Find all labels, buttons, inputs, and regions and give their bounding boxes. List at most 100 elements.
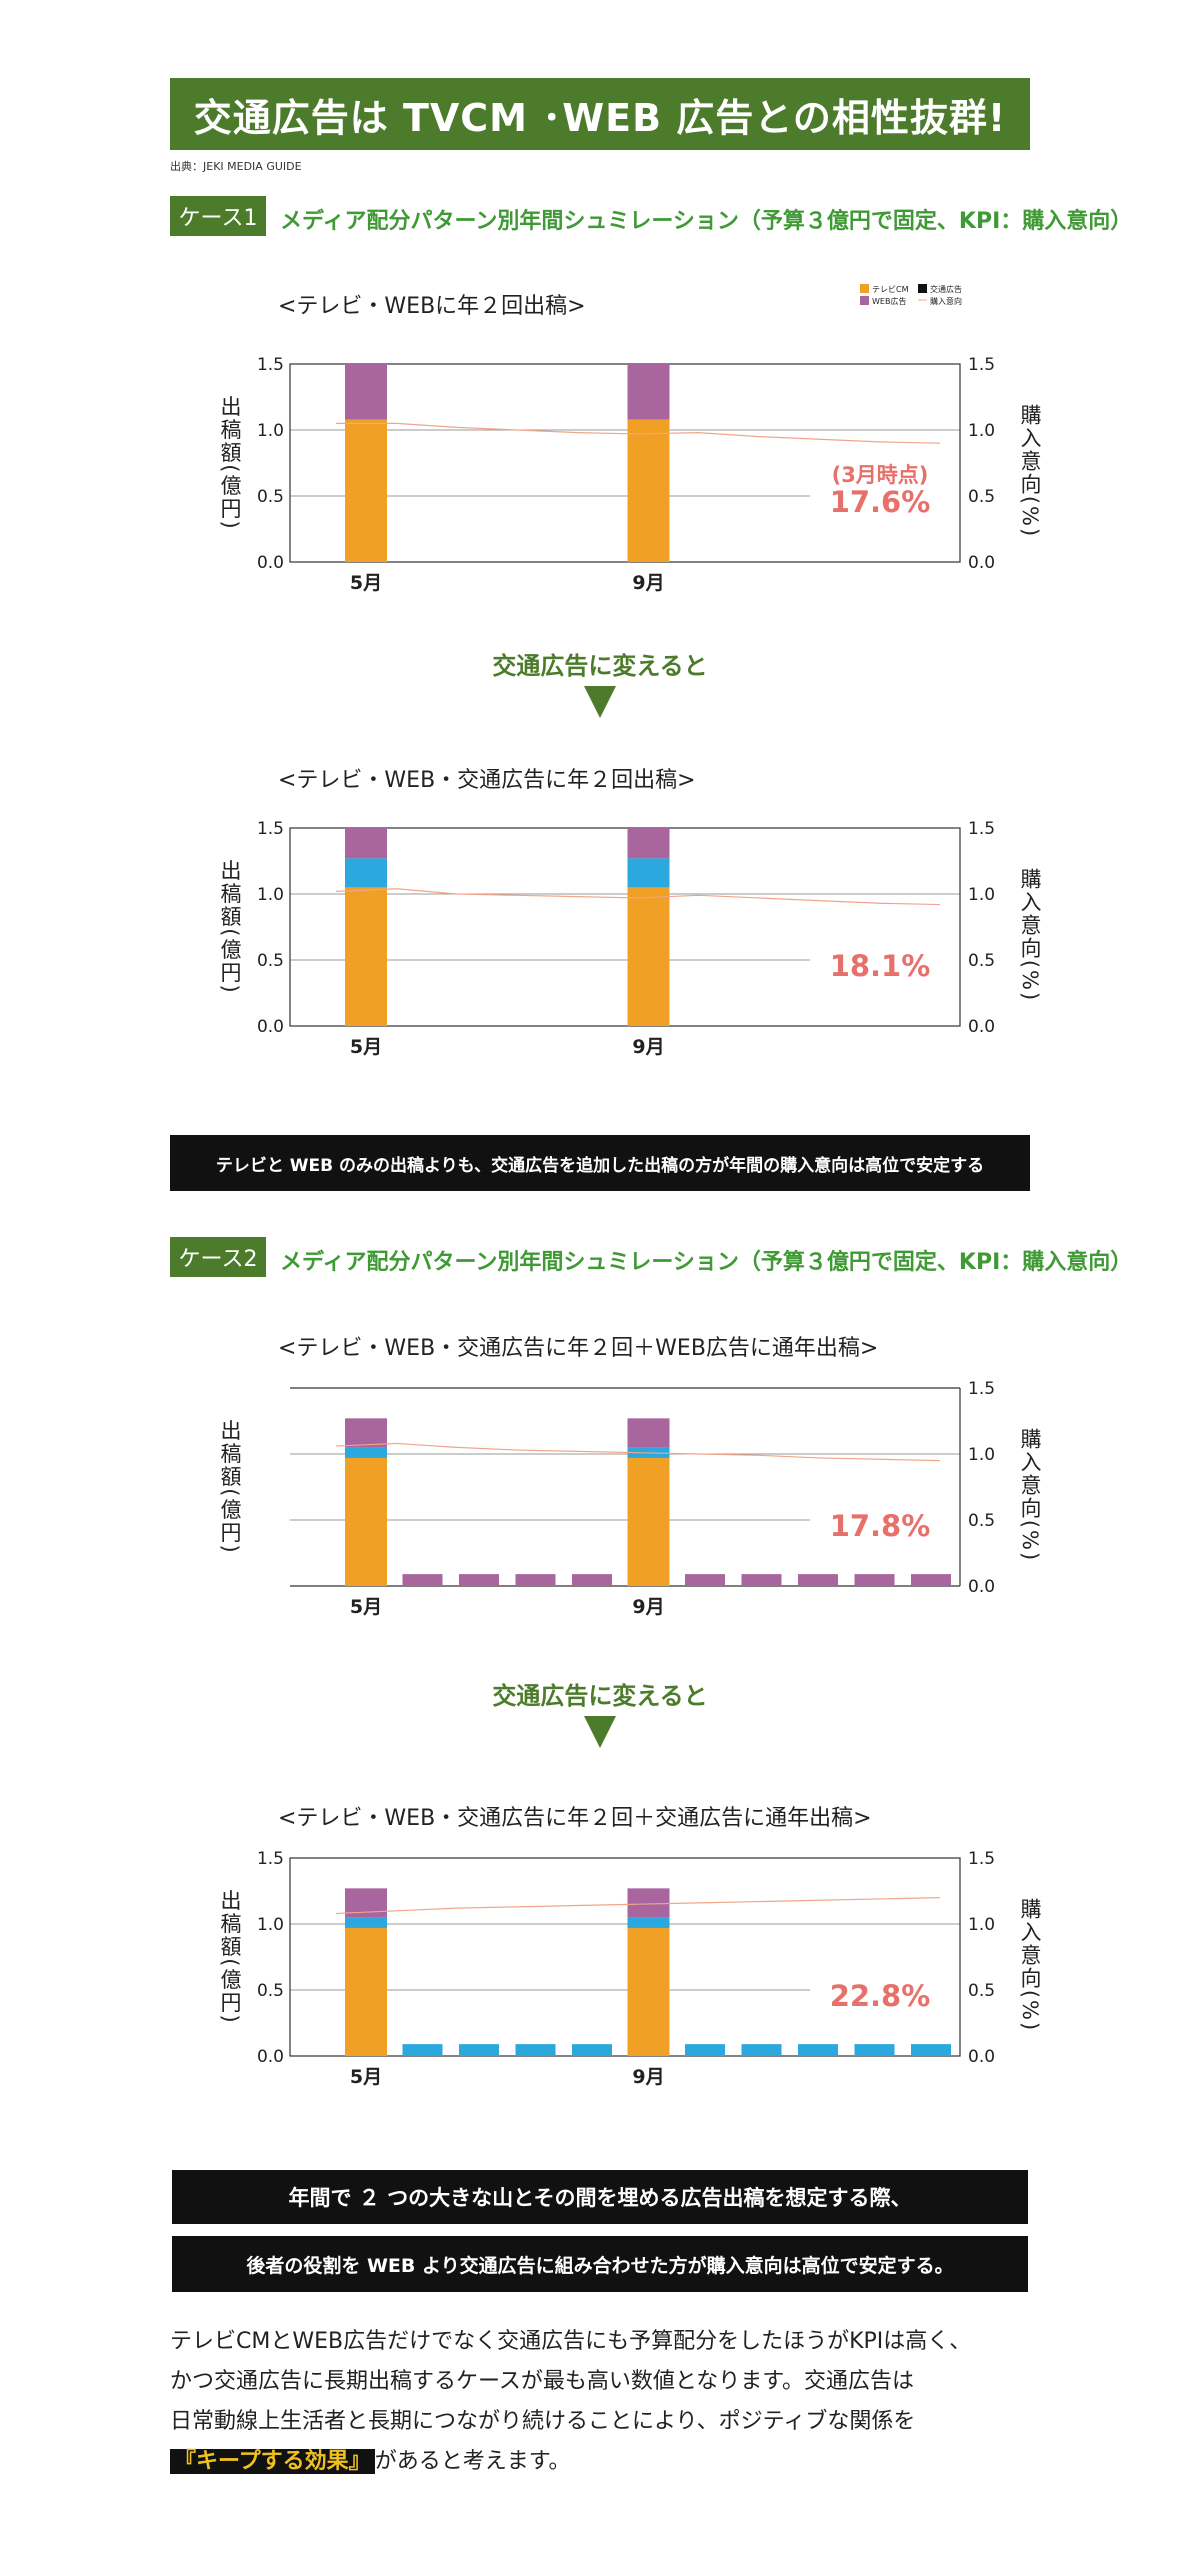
bar-segment (741, 2044, 782, 2056)
y2-tick-label: 0.0 (968, 1017, 995, 1037)
case1-title: メディア配分パターン別年間シュミレーション（予算３億円で固定、KPI：購入意向） (280, 209, 1133, 234)
kpi-annotation: 18.1% (830, 949, 931, 983)
paragraph-tail: があると考えます。 (374, 2449, 571, 2474)
y-axis-title: 出稿額(億円) (218, 859, 242, 994)
y-tick-label: 1.0 (257, 421, 284, 441)
bar-segment (627, 364, 670, 420)
y-tick-label: 1.0 (257, 1915, 284, 1935)
x-label: 9月 (632, 1036, 664, 1058)
bar-segment (627, 1917, 670, 1928)
bar-segment (854, 2044, 895, 2056)
y2-tick-label: 1.5 (968, 1379, 995, 1399)
bar-segment (345, 1917, 387, 1928)
plot-frame (289, 363, 961, 563)
kpi-annotation: 17.8% (830, 1509, 931, 1543)
x-label: 5月 (350, 2066, 382, 2088)
y2-tick-label: 0.5 (968, 1981, 995, 2001)
bar-segment (402, 2044, 443, 2056)
source-note: 出典：JEKI MEDIA GUIDE (170, 160, 302, 173)
bar-segment (345, 858, 387, 888)
bar-segment (515, 1574, 556, 1586)
chart2: 0.0 0.0 0.5 0.5 1.0 1.0 1.5 1.5 5月 9月 出稿額(億円) 購入意向(… (218, 819, 1042, 1058)
paragraph-line: かつ交通広告に長期出稿するケースが最も高い数値となります。交通広告は (170, 2369, 915, 2394)
y-axis-title: 出稿額(億円) (218, 1419, 242, 1554)
chart3: 0.0 0.5 1.0 1.5 5月 9月 出稿額(億円) 購入意向(%) 17.8% (218, 1379, 1042, 1618)
y-axis-title: 出稿額(億円) (218, 1889, 242, 2024)
kpi-annotation: 17.6% (830, 485, 931, 519)
legend-label-tv: テレビCM (872, 285, 909, 294)
y-axis-title: 出稿額(億円) (218, 395, 242, 530)
case1-tag: ケース1 (170, 196, 266, 236)
bar-segment (627, 858, 670, 888)
y-tick-label: 1.5 (257, 355, 284, 375)
bar-segment (627, 1457, 670, 1586)
down-arrow-icon (584, 1716, 616, 1748)
keep-effect-highlight: 『キープする効果』 (170, 2449, 375, 2474)
case1-arrow-label: 交通広告に変えると (492, 652, 708, 680)
y2-axis-title: 購入意向(%) (1018, 868, 1042, 1002)
paragraph-line: 日常動線上生活者と長期につながり続けることにより、ポジティブな関係を (170, 2409, 916, 2434)
x-label: 9月 (632, 1596, 664, 1618)
summary-line2: 後者の役割を WEB より交通広告に組み合わせた方が購入意向は高位で安定する。 (172, 2236, 1028, 2292)
y2-tick-label: 1.5 (968, 819, 995, 839)
x-label: 9月 (632, 2066, 664, 2088)
y-tick-label: 0.5 (257, 1981, 284, 2001)
x-label: 5月 (350, 1596, 382, 1618)
bar-segment (345, 364, 387, 420)
y2-tick-label: 1.5 (968, 355, 995, 375)
y2-axis-title: 購入意向(%) (1018, 1428, 1042, 1562)
bar-segment (798, 1574, 838, 1586)
legend-swatch-transit (918, 284, 927, 293)
y-tick-label: 1.5 (257, 1849, 284, 1869)
y2-tick-label: 1.0 (968, 885, 995, 905)
y-tick-label: 0.5 (257, 487, 284, 507)
kpi-line (335, 1442, 941, 1462)
y2-tick-label: 0.0 (968, 553, 995, 573)
plot-frame (289, 827, 961, 1027)
y2-tick-label: 0.5 (968, 951, 995, 971)
kpi-annotation: 22.8% (830, 1979, 931, 2013)
bar-segment (911, 1574, 951, 1586)
bar-segment (345, 1447, 387, 1458)
bar-segment (345, 1927, 387, 2056)
y-tick-label: 1.5 (257, 819, 284, 839)
bar-segment (627, 1927, 670, 2056)
bar-segment (572, 1574, 612, 1586)
case2-title: メディア配分パターン別年間シュミレーション（予算３億円で固定、KPI：購入意向） (280, 1250, 1133, 1275)
y-tick-label: 0.0 (257, 2047, 284, 2067)
y2-tick-label: 1.0 (968, 1445, 995, 1465)
bar-segment (627, 1888, 670, 1918)
y2-tick-label: 1.5 (968, 1849, 995, 1869)
case2-arrow-label: 交通広告に変えると (492, 1682, 708, 1710)
y2-tick-label: 0.5 (968, 487, 995, 507)
legend-label-kpi: 購入意向 (930, 296, 962, 306)
down-arrow-icon (584, 686, 616, 718)
bar-segment (685, 2044, 725, 2056)
bar-segment (402, 1574, 443, 1586)
y2-tick-label: 0.5 (968, 1511, 995, 1531)
y2-axis-title: 購入意向(%) (1018, 1898, 1042, 2032)
plot-frame (289, 1857, 961, 2057)
bar-segment (345, 887, 387, 1026)
legend-swatch-tv (860, 284, 869, 293)
bar-segment (854, 1574, 895, 1586)
bar-segment (345, 1418, 387, 1448)
annotation-prefix: (3月時点) (832, 463, 929, 487)
bar-segment (685, 1574, 725, 1586)
case1-conclusion: テレビと WEB のみの出稿よりも、交通広告を追加した出稿の方が年間の購入意向は… (170, 1135, 1030, 1191)
y-tick-label: 1.0 (257, 885, 284, 905)
legend-label-web: WEB広告 (872, 296, 906, 306)
summary-line1: 年間で ２ つの大きな山とその間を埋める広告出稿を想定する際、 (172, 2170, 1028, 2224)
y2-tick-label: 1.0 (968, 421, 995, 441)
y-tick-label: 0.0 (257, 1017, 284, 1037)
paragraph-line: 『キープする効果』 があると考えます。 (170, 2442, 1050, 2482)
x-label: 9月 (632, 572, 664, 594)
bar-segment (911, 2044, 951, 2056)
kpi-line (335, 888, 941, 906)
bar-segment (627, 887, 670, 1026)
x-label: 5月 (350, 1036, 382, 1058)
x-label: 5月 (350, 572, 382, 594)
bar-segment (627, 419, 670, 562)
page-banner: 交通広告は TVCM ･WEB 広告との相性抜群! (170, 78, 1030, 150)
